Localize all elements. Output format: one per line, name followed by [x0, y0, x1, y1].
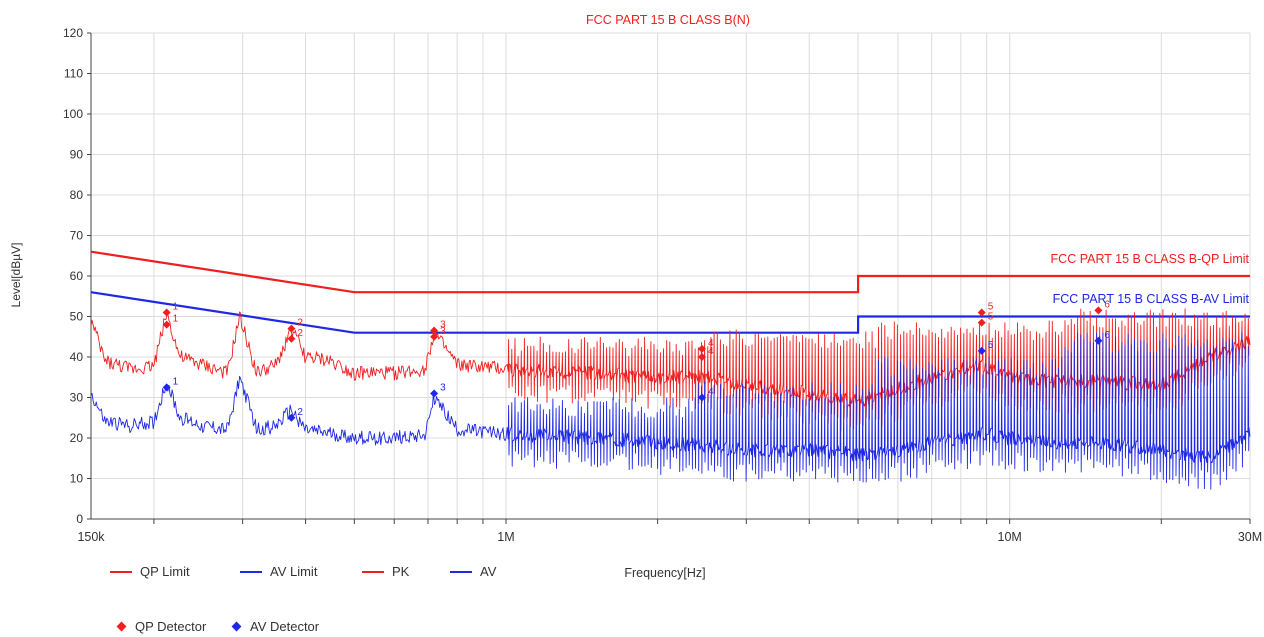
av-detector-point [1094, 336, 1103, 345]
diamond-icon [231, 621, 242, 632]
av-detector-point [698, 393, 707, 402]
legend-line-swatch [240, 570, 262, 573]
qp-detector-point-label: 3 [440, 320, 446, 331]
av-detector-point [977, 346, 986, 355]
legend-label: AV Limit [270, 564, 318, 579]
y-tick-label: 110 [64, 67, 83, 81]
legend-qp-limit: QP Limit [110, 564, 190, 579]
qp-detector-point-label: 4 [708, 338, 714, 349]
y-axis-label: Level[dBµV] [9, 243, 23, 308]
legend-av: AV [450, 564, 496, 579]
legend-av-limit: AV Limit [240, 564, 317, 579]
limit-line [90, 291, 1250, 334]
y-tick-label: 70 [70, 229, 84, 243]
legend-label: PK [392, 564, 410, 579]
plot-series [90, 250, 1251, 490]
qp-detector-point-label: 1 [173, 314, 179, 325]
av-detector-point-label: 3 [440, 382, 446, 393]
x-tick-label: 150k [77, 530, 105, 544]
legend-line-swatch [110, 570, 132, 573]
diamond-icon [116, 621, 127, 632]
x-tick-label: 1M [497, 530, 514, 544]
qp-limit-annotation: FCC PART 15 B CLASS B-QP Limit [1051, 252, 1250, 266]
qp-detector-point [698, 344, 707, 353]
measured-trace [90, 308, 1251, 432]
y-tick-label: 10 [70, 472, 84, 486]
av-detector-point-label: 2 [297, 407, 303, 418]
y-tick-label: 100 [63, 107, 83, 121]
y-tick-label: 90 [70, 148, 84, 162]
x-tick-label: 10M [998, 530, 1022, 544]
qp-detector-point-label: 3 [440, 326, 446, 337]
av-detector-point [430, 389, 439, 398]
qp-detector-point-label: 6 [1104, 299, 1110, 310]
qp-detector-point-label: 4 [708, 346, 714, 357]
qp-detector-point [287, 324, 296, 333]
y-tick-label: 80 [70, 188, 84, 202]
x-tick-label: 30M [1238, 530, 1262, 544]
y-tick-label: 0 [76, 512, 83, 526]
qp-detector-point-label: 5 [988, 312, 994, 323]
plot-axes: 0 10 20 30 40 50 60 70 80 90 100 110 120 150k 1M 10M 30M [63, 26, 1262, 544]
x-axis-label: Frequency[Hz] [624, 566, 705, 580]
legend-pk: PK [362, 564, 409, 579]
qp-detector-point [162, 320, 171, 329]
qp-detector-point [430, 326, 439, 335]
av-limit-annotation: FCC PART 15 B CLASS B-AV Limit [1053, 292, 1250, 306]
qp-detector-point [698, 353, 707, 361]
qp-detector-point [977, 318, 986, 327]
av-detector-point [287, 413, 296, 422]
legend-label: QP Limit [140, 564, 190, 579]
measured-trace [90, 332, 1251, 490]
av-detector-point-label: 1 [173, 376, 179, 387]
qp-detector-point [977, 308, 986, 317]
chart-title: FCC PART 15 B CLASS B(N) [586, 13, 750, 27]
qp-detector-point [287, 334, 296, 343]
qp-detector-point-label: 2 [297, 318, 303, 329]
legend-qp-detector: QP Detector [110, 619, 206, 634]
y-tick-label: 20 [70, 431, 84, 445]
legend-line-swatch [362, 570, 384, 573]
legend-label: AV Detector [250, 619, 320, 634]
qp-detector-point-label: 5 [988, 301, 994, 312]
av-detector-point-label: 4 [708, 387, 714, 398]
av-detector-point [162, 383, 171, 392]
y-tick-label: 50 [70, 310, 84, 324]
y-tick-label: 60 [70, 269, 84, 283]
qp-detector-point-label: 2 [297, 328, 303, 339]
av-detector-point-label: 6 [1104, 330, 1110, 341]
qp-detector-point-label: 1 [173, 301, 179, 312]
legend-label: AV [480, 564, 497, 579]
y-tick-label: 40 [70, 350, 84, 364]
av-detector-point-label: 5 [988, 340, 994, 351]
legend-av-detector: AV Detector [225, 619, 319, 634]
qp-detector-point [1094, 306, 1103, 315]
y-tick-label: 120 [63, 26, 83, 40]
y-tick-label: 30 [70, 391, 84, 405]
qp-detector-point [162, 308, 171, 317]
qp-detector-point [430, 332, 439, 341]
limit-line [90, 250, 1250, 294]
legend-line-swatch [450, 570, 472, 573]
legend-label: QP Detector [135, 619, 207, 634]
